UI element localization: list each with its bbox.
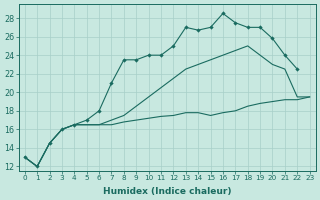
X-axis label: Humidex (Indice chaleur): Humidex (Indice chaleur) [103,187,231,196]
